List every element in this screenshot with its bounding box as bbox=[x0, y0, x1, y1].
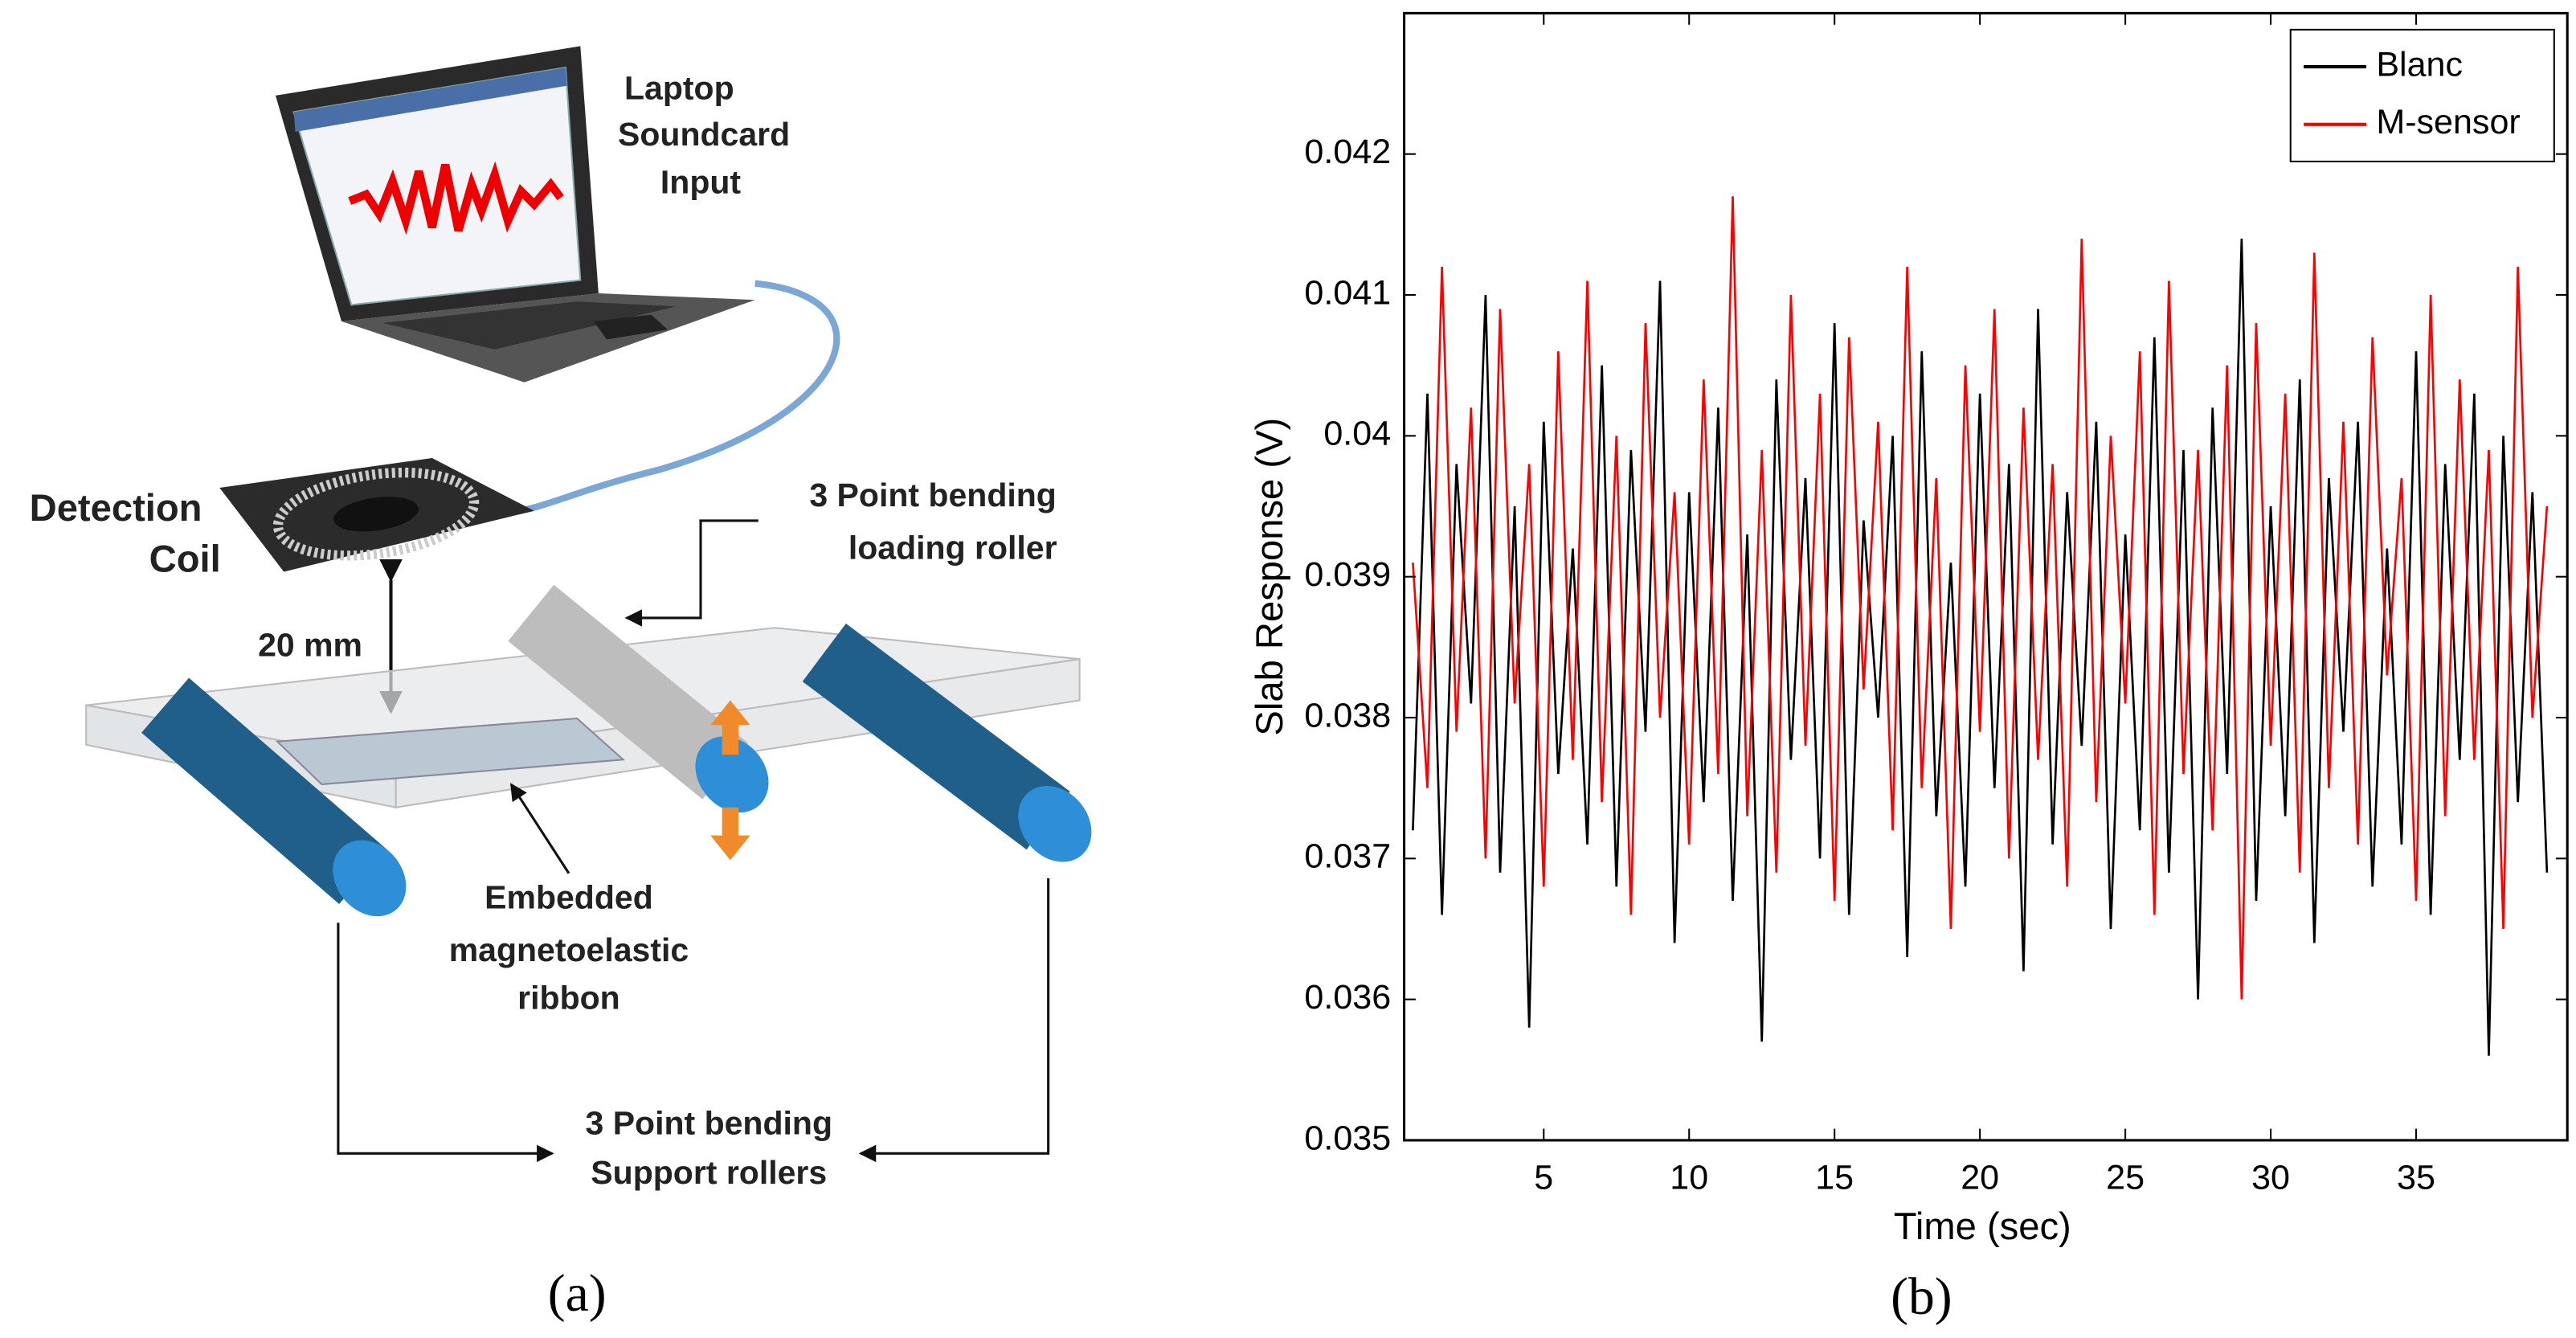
legend-label: Blanc bbox=[2376, 45, 2463, 84]
y-tick-label: 0.042 bbox=[1304, 133, 1391, 171]
label: Coil bbox=[149, 538, 221, 580]
laptop-toolbar bbox=[293, 68, 567, 133]
x-tick-label: 15 bbox=[1815, 1159, 1854, 1197]
caption: (b) bbox=[1891, 1268, 1952, 1326]
x-axis-label: Time (sec) bbox=[1894, 1205, 2071, 1247]
loading-roller bbox=[508, 584, 749, 800]
y-axis-label: Slab Response (V) bbox=[1248, 418, 1290, 736]
roller-end bbox=[333, 840, 407, 917]
load-arrow bbox=[710, 700, 750, 755]
coil-core bbox=[333, 497, 419, 532]
ribbon bbox=[275, 717, 626, 786]
label: Input bbox=[660, 163, 742, 200]
legend-box bbox=[2289, 28, 2555, 162]
x-tick-label: 5 bbox=[1534, 1159, 1553, 1197]
label: Embedded bbox=[485, 878, 653, 915]
roller-end bbox=[1018, 785, 1092, 862]
y-tick-label: 0.041 bbox=[1304, 273, 1391, 312]
x-tick-label: 35 bbox=[2397, 1159, 2435, 1197]
roller-end bbox=[695, 736, 769, 813]
legend-label: M-sensor bbox=[2376, 103, 2520, 141]
label: Laptop bbox=[624, 70, 734, 107]
y-tick-label: 0.037 bbox=[1304, 837, 1391, 876]
label: Detection bbox=[30, 486, 202, 529]
label: Support rollers bbox=[591, 1154, 827, 1191]
y-tick-label: 0.035 bbox=[1304, 1119, 1391, 1157]
laptop-touchpad bbox=[593, 314, 668, 340]
series-line bbox=[1412, 238, 2549, 1056]
label: 20 mm bbox=[258, 627, 362, 664]
laptop-keyboard bbox=[382, 301, 677, 350]
chart: 0.035 0.036 0.037 0.038 0.039 0.04 0.041 0.042 5… bbox=[1248, 11, 2569, 1326]
x-tick-label: 10 bbox=[1670, 1159, 1708, 1197]
y-tick-label: 0.036 bbox=[1304, 978, 1391, 1017]
cable bbox=[494, 280, 840, 518]
laptop-waveform bbox=[348, 161, 564, 235]
coil-winding bbox=[272, 467, 480, 561]
pointer bbox=[858, 878, 1050, 1163]
support-roller bbox=[802, 623, 1070, 850]
pointer bbox=[337, 923, 554, 1163]
y-tick-label: 0.038 bbox=[1304, 696, 1391, 734]
label: 3 Point bending bbox=[809, 477, 1056, 514]
diagram: Laptop Soundcard Input Detection Coil 3 … bbox=[30, 46, 1092, 1323]
pointer bbox=[509, 783, 570, 874]
x-tick-label: 30 bbox=[2251, 1159, 2290, 1197]
y-tick-label: 0.04 bbox=[1323, 415, 1391, 453]
label: loading roller bbox=[848, 530, 1057, 567]
x-tick-label: 25 bbox=[2106, 1159, 2145, 1197]
x-tick-label: 20 bbox=[1961, 1159, 1999, 1197]
support-roller bbox=[141, 677, 387, 904]
caption: (a) bbox=[548, 1265, 607, 1323]
y-tick-label: 0.039 bbox=[1304, 555, 1391, 594]
label: magnetoelastic bbox=[449, 931, 689, 968]
series-line bbox=[1412, 196, 2549, 1000]
load-arrow bbox=[710, 807, 750, 861]
pointer bbox=[624, 519, 758, 627]
label: ribbon bbox=[517, 979, 620, 1016]
label: Soundcard bbox=[618, 116, 790, 153]
label: 3 Point bending bbox=[586, 1104, 832, 1141]
